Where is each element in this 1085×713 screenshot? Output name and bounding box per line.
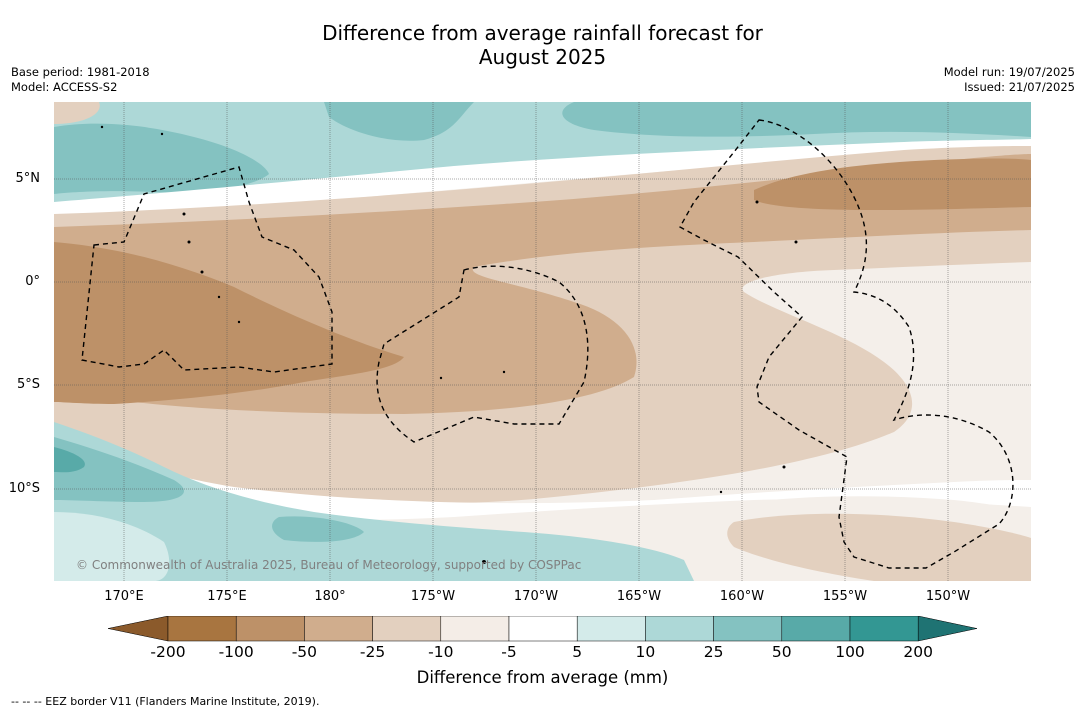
island	[200, 270, 204, 274]
colorbar-tick-label: 25	[703, 643, 724, 661]
colorbar-segment	[304, 616, 373, 642]
island	[755, 200, 759, 204]
lon-label-170w: 170°W	[513, 589, 559, 604]
island	[482, 560, 486, 564]
island	[160, 132, 164, 136]
colorbar-tick-label: -200	[150, 643, 186, 661]
colorbar	[108, 616, 978, 642]
colorbar-tick-label: 200	[903, 643, 933, 661]
colorbar-tick-label: -50	[291, 643, 318, 661]
colorbar-tick-label: -25	[359, 643, 386, 661]
lon-label-175e: 175°E	[207, 589, 247, 604]
lon-label-160w: 160°W	[719, 589, 765, 604]
eez-border-tokelau	[376, 265, 589, 443]
colorbar-tick-label: 100	[835, 643, 865, 661]
island	[217, 295, 221, 299]
colorbar-segment	[781, 616, 851, 642]
colorbar-segment	[508, 616, 578, 642]
colorbar-segment	[849, 616, 919, 642]
title-line-1: Difference from average rainfall forecas…	[322, 21, 763, 45]
wet-patch-south-centre	[272, 516, 364, 542]
graticule	[54, 102, 1031, 581]
issued-date: Issued: 21/07/2025	[964, 80, 1075, 94]
map-area	[54, 102, 1031, 581]
base-period: Base period: 1981-2018	[11, 65, 150, 79]
island	[182, 212, 186, 216]
meta-left: Base period: 1981-2018 Model: ACCESS-S2	[11, 65, 150, 95]
island	[187, 240, 191, 244]
normal-band-north	[54, 139, 1031, 216]
eez-border-kiribati	[679, 119, 1014, 569]
colorbar-under-arrow	[108, 616, 169, 642]
lon-label-165w: 165°W	[616, 589, 662, 604]
island	[237, 320, 241, 324]
lat-label-5n: 5°N	[15, 171, 41, 186]
colorbar-tick-label: 5	[572, 643, 583, 661]
wet-patch-southwest	[54, 437, 184, 502]
lon-label-150w: 150°W	[925, 589, 971, 604]
colorbar-segment	[372, 616, 442, 642]
island	[719, 490, 723, 494]
lat-label-10s: 10°S	[8, 481, 40, 496]
dry-patch-southeast-inner	[727, 513, 1031, 581]
lon-label-180: 180°	[314, 589, 346, 604]
island	[794, 240, 798, 244]
wet-patch-south-light	[54, 512, 170, 581]
eez-border-note: -- -- -- EEZ border V11 (Flanders Marine…	[11, 695, 320, 708]
colorbar-segment	[167, 616, 237, 642]
islands	[100, 125, 798, 564]
colorbar-tick-label: -10	[428, 643, 454, 661]
island	[502, 370, 506, 374]
colorbar-segment	[440, 616, 510, 642]
wet-patch-northwest	[54, 123, 269, 194]
island	[100, 125, 104, 129]
colorbar-tick-label: -100	[218, 643, 254, 661]
lon-label-155w: 155°W	[822, 589, 868, 604]
title-line-2: August 2025	[478, 45, 607, 69]
colorbar-over-arrow	[917, 616, 978, 642]
colorbar-tick-label: -5	[501, 643, 517, 661]
meta-right: Model run: 19/07/2025 Issued: 21/07/2025	[944, 65, 1075, 95]
colorbar-segment	[576, 616, 646, 642]
lat-label-5s: 5°S	[16, 377, 40, 392]
model-run: Model run: 19/07/2025	[943, 65, 1075, 79]
rainfall-anomaly-map	[54, 102, 1031, 581]
wet-patch-north-centre	[324, 102, 474, 141]
copyright-notice: © Commonwealth of Australia 2025, Bureau…	[76, 558, 582, 572]
dry-core-east	[754, 158, 1031, 210]
wet-band-south	[54, 422, 694, 581]
colorbar-tick-label: 10	[635, 643, 656, 661]
eez-borders	[81, 119, 1014, 569]
normal-band-south	[54, 432, 1031, 521]
lat-label-0: 0°	[25, 274, 40, 289]
model-name: Model: ACCESS-S2	[11, 80, 118, 94]
colorbar-segment	[235, 616, 305, 642]
lon-label-170e: 170°E	[104, 589, 144, 604]
map-title: Difference from average rainfall forecas…	[0, 21, 1085, 69]
wet-core-southwest	[54, 447, 85, 473]
dry-core-west	[54, 242, 404, 404]
wet-patch-northeast	[562, 102, 1031, 137]
colorbar-segment	[645, 616, 714, 642]
colorbar-tick-label: 50	[771, 643, 792, 661]
dry-patch-corner	[54, 102, 100, 124]
lon-label-175w: 175°W	[410, 589, 456, 604]
island	[782, 465, 786, 469]
colorbar-segment	[713, 616, 783, 642]
colorbar-label: Difference from average (mm)	[416, 668, 669, 687]
eez-border-tuvalu	[81, 166, 333, 373]
island	[439, 376, 443, 380]
